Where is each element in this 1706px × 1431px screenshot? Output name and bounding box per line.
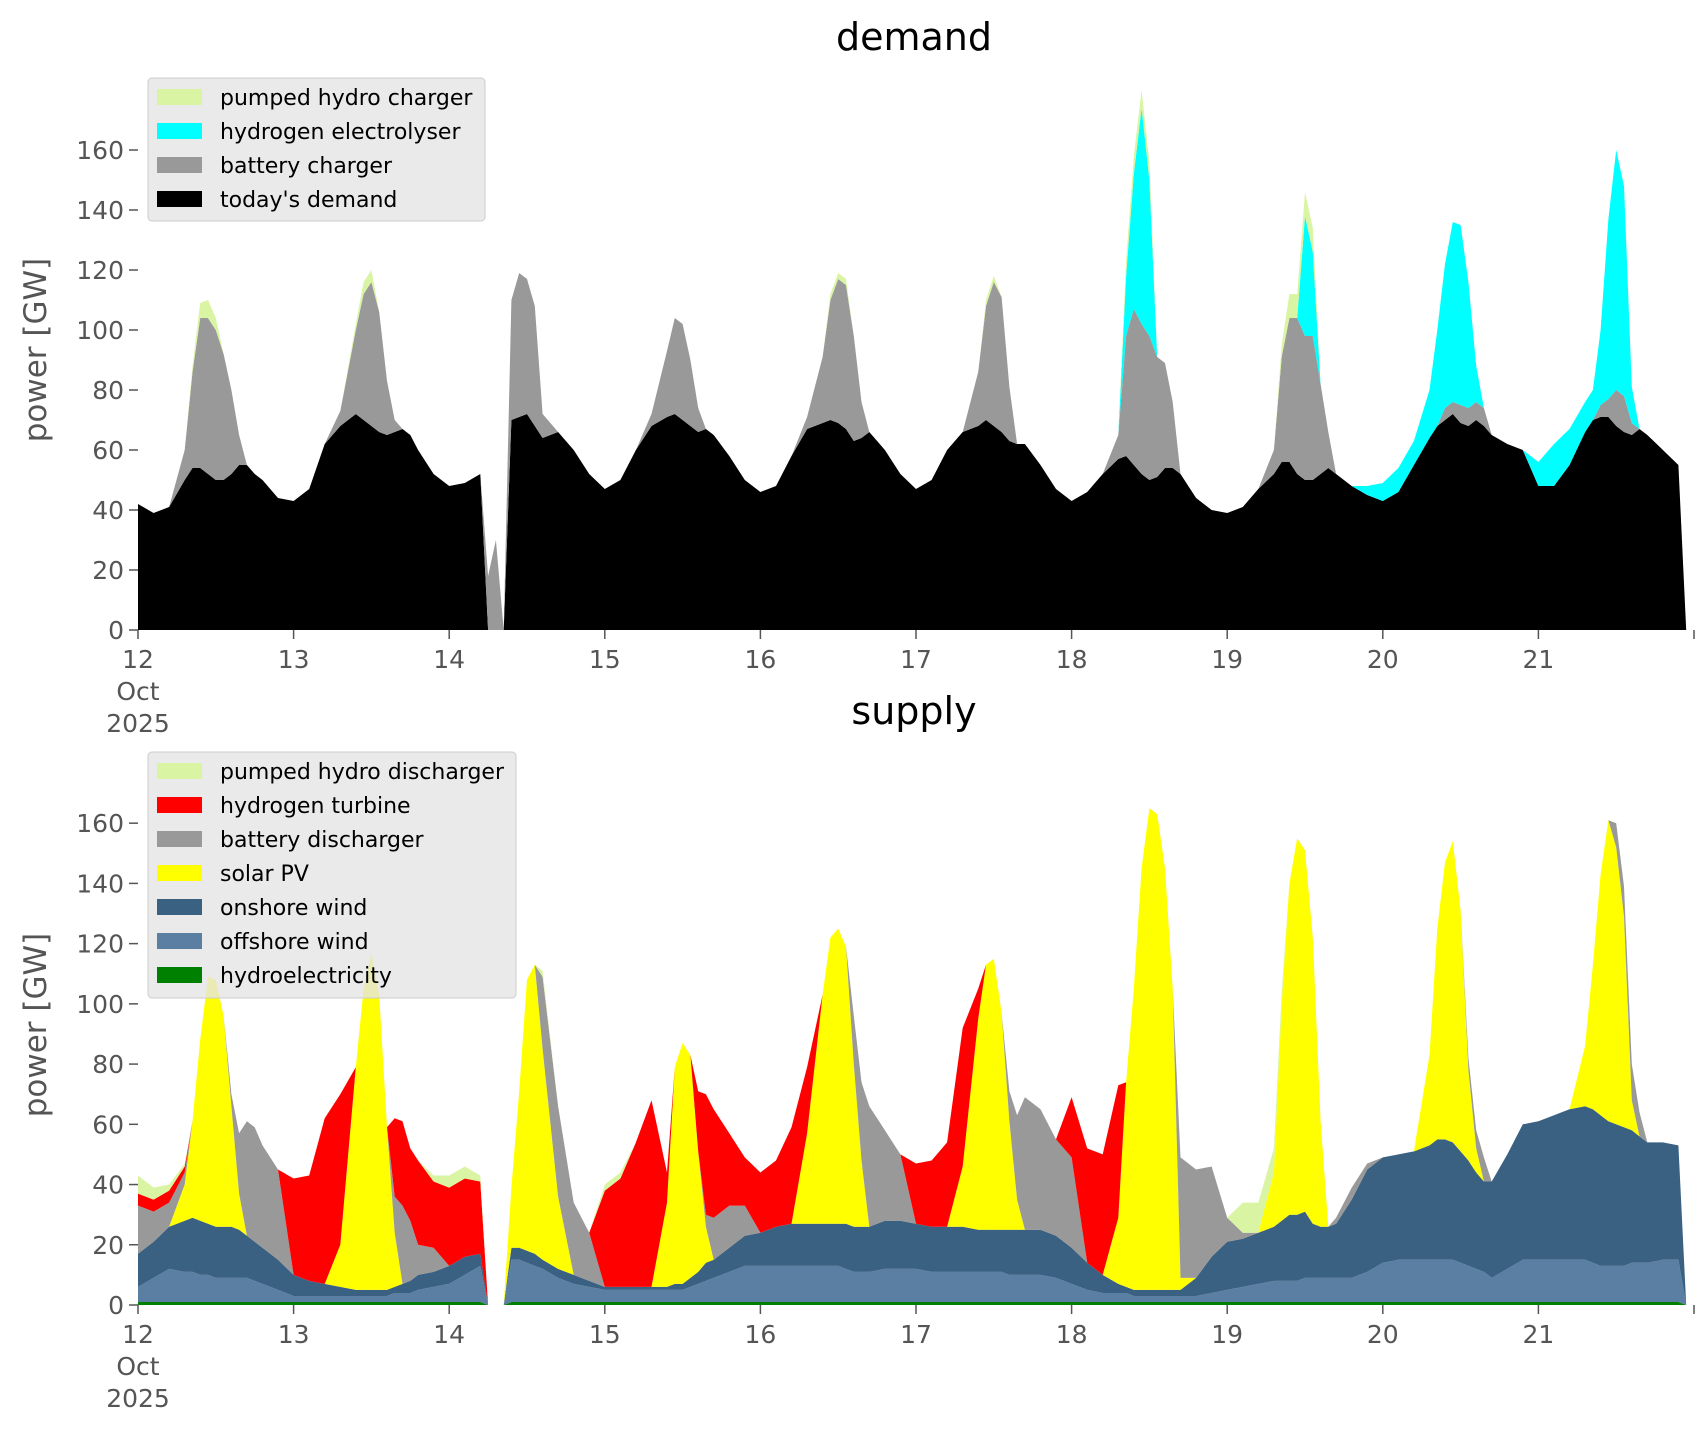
y-tick-label: 60 [92,1110,124,1139]
legend-swatch [157,89,202,105]
legend-label: onshore wind [220,896,367,921]
y-tick-label: 0 [108,616,124,645]
y-tick-label: 80 [92,376,124,405]
y-tick-label: 100 [76,990,124,1019]
area-onshore-wind [138,1106,1687,1305]
y-tick-label: 20 [92,1231,124,1260]
demand-legend-box [147,77,486,222]
legend-label: battery charger [220,154,393,179]
legend-swatch [157,865,202,881]
legend-label: pumped hydro charger [220,86,473,111]
x-tick-sublabel: Oct [116,1352,159,1381]
legend-swatch [157,191,202,207]
area-hydrogen-turbine [138,808,1687,1305]
legend-label: today's demand [220,188,397,213]
x-tick-label: 12 [122,1320,154,1349]
legend-label: hydrogen turbine [220,794,411,819]
x-tick-label: 19 [1211,1320,1243,1349]
x-tick-sublabel: 2025 [106,1384,170,1413]
supply-legend-item-pumped-hydro-discharger: pumped hydro discharger [157,760,505,785]
y-tick-label: 160 [76,136,124,165]
y-tick-label: 120 [76,930,124,959]
supply-x-ticks: 12 Oct 2025 13 14 15 16 17 18 19 20 21 [106,1305,1695,1413]
x-tick-label: 13 [278,645,310,674]
legend-swatch [157,967,202,983]
area-solar-pv [138,808,1687,1305]
area-today-s-demand [138,414,1687,630]
area-hydroelectricity [138,1302,1687,1305]
x-tick-label: 15 [589,645,621,674]
y-tick-label: 120 [76,256,124,285]
supply-legend-item-battery-discharger: battery discharger [157,828,425,853]
legend-label: pumped hydro discharger [220,760,505,785]
x-tick-sublabel: 2025 [106,709,170,738]
legend-label: hydroelectricity [220,964,392,989]
x-tick-label: 13 [278,1320,310,1349]
y-tick-label: 0 [108,1291,124,1320]
supply-legend-item-hydrogen-turbine: hydrogen turbine [157,794,411,819]
demand-panel: demand power [GW] 020406080100120140160 … [18,15,1695,738]
x-tick-label: 17 [900,645,932,674]
x-tick-label: 20 [1367,1320,1399,1349]
x-tick-label: 14 [433,645,465,674]
x-tick-label: 15 [589,1320,621,1349]
legend-swatch [157,831,202,847]
legend-label: solar PV [220,862,309,887]
demand-title: demand [836,15,992,59]
legend-swatch [157,123,202,139]
demand-legend-item-hydrogen-electrolyser: hydrogen electrolyser [157,120,461,145]
y-tick-label: 40 [92,1171,124,1200]
x-tick-label: 17 [900,1320,932,1349]
demand-x-ticks: 12 Oct 2025 13 14 15 16 17 18 19 20 21 [106,630,1695,738]
supply-areas [138,808,1687,1305]
y-tick-label: 140 [76,869,124,898]
supply-legend-box [147,751,517,999]
x-tick-label: 12 [122,645,154,674]
area-offshore-wind [138,1259,1687,1305]
x-tick-label: 18 [1056,1320,1088,1349]
y-tick-label: 140 [76,196,124,225]
supply-legend-item-onshore-wind: onshore wind [157,896,367,921]
supply-legend-item-offshore-wind: offshore wind [157,930,369,955]
y-tick-label: 60 [92,436,124,465]
supply-title: supply [851,689,976,733]
demand-ylabel: power [GW] [18,258,54,443]
legend-swatch [157,157,202,173]
legend-label: offshore wind [220,930,369,955]
y-tick-label: 160 [76,809,124,838]
demand-y-ticks: 0 20 40 60 80 100 120 140 160 [76,136,138,645]
demand-legend-item-todays-demand: today's demand [157,188,397,213]
y-tick-label: 80 [92,1050,124,1079]
x-tick-label: 21 [1522,1320,1554,1349]
x-tick-label: 14 [433,1320,465,1349]
area-battery-charger [138,273,1687,630]
demand-legend-item-battery-charger: battery charger [157,154,393,179]
legend-label: battery discharger [220,828,425,853]
supply-panel: supply power [GW] 020406080100120140160 … [18,689,1695,1413]
demand-areas [138,90,1687,630]
demand-legend-item-pumped-hydro-charger: pumped hydro charger [157,86,473,111]
y-tick-label: 20 [92,556,124,585]
x-tick-label: 16 [744,1320,776,1349]
legend-swatch [157,899,202,915]
legend-label: hydrogen electrolyser [220,120,461,145]
x-tick-label: 19 [1211,645,1243,674]
supply-legend: pumped hydro discharger hydrogen turbine… [147,751,517,999]
legend-swatch [157,797,202,813]
supply-legend-item-solar-pv: solar PV [157,862,309,887]
x-tick-label: 21 [1522,645,1554,674]
demand-legend: pumped hydro charger hydrogen electrolys… [147,77,486,222]
y-tick-label: 100 [76,316,124,345]
x-tick-label: 16 [744,645,776,674]
supply-legend-item-hydroelectricity: hydroelectricity [157,964,392,989]
x-tick-label: 18 [1056,645,1088,674]
legend-swatch [157,763,202,779]
supply-ylabel: power [GW] [18,933,54,1118]
x-tick-label: 20 [1367,645,1399,674]
y-tick-label: 40 [92,496,124,525]
x-tick-sublabel: Oct [116,677,159,706]
supply-y-ticks: 0 20 40 60 80 100 120 140 160 [76,809,138,1320]
legend-swatch [157,933,202,949]
